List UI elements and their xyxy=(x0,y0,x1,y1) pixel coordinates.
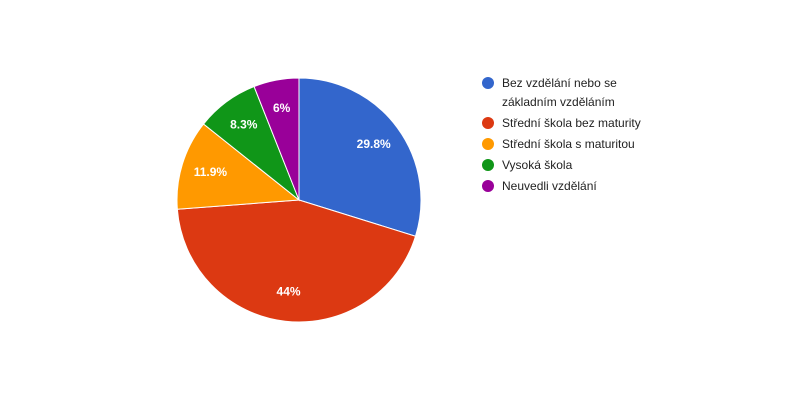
legend-swatch xyxy=(482,159,494,171)
legend-swatch xyxy=(482,77,494,89)
data-label: 44% xyxy=(277,284,301,298)
legend-swatch xyxy=(482,117,494,129)
legend-label: Střední škola bez maturity xyxy=(502,116,641,130)
legend-item: Vysoká škola xyxy=(482,156,652,175)
pie-slice xyxy=(176,123,301,210)
pie-slice xyxy=(176,199,417,323)
pie-slice xyxy=(253,77,300,201)
legend: Bez vzdělání nebo se základním vzděláním… xyxy=(482,74,652,198)
legend-label: Střední škola s maturitou xyxy=(502,137,635,151)
data-label: 6% xyxy=(273,101,291,115)
legend-label: Vysoká škola xyxy=(502,158,573,172)
legend-item: Bez vzdělání nebo se základním vzděláním xyxy=(482,74,652,112)
legend-item: Neuvedli vzdělání xyxy=(482,177,652,196)
legend-label: Neuvedli vzdělání xyxy=(502,179,597,193)
data-label: 8.3% xyxy=(230,118,258,132)
pie-slice xyxy=(298,77,422,237)
legend-swatch xyxy=(482,180,494,192)
data-label: 29.8% xyxy=(357,137,391,151)
legend-item: Střední škola bez maturity xyxy=(482,114,652,133)
data-label: 11.9% xyxy=(194,165,228,179)
legend-swatch xyxy=(482,138,494,150)
legend-label: Bez vzdělání nebo se základním vzděláním xyxy=(502,76,617,109)
legend-item: Střední škola s maturitou xyxy=(482,135,652,154)
